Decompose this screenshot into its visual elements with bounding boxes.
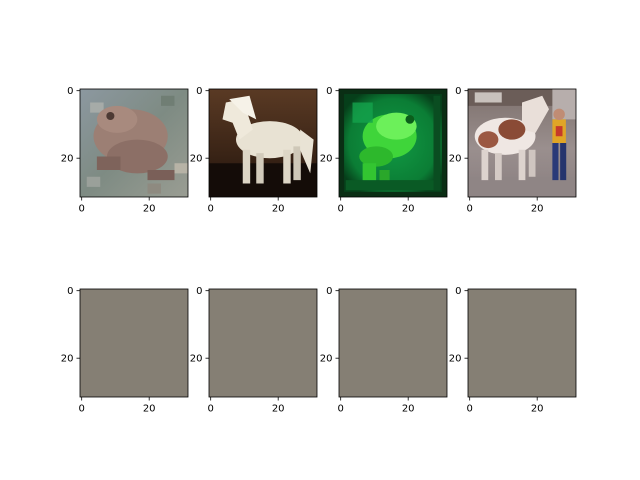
panel-image-r1-c3 [468, 289, 576, 397]
subplot-r0-c1: 0 20 0 20 [190, 86, 318, 215]
axes-frame [79, 88, 189, 198]
panel-image-r1-c2 [339, 289, 447, 397]
x-tick-label: 20 [531, 404, 544, 415]
subplot-r1-c3: 0 20 0 20 [449, 286, 577, 415]
x-tick-label: 0 [208, 404, 214, 415]
x-tick-label: 0 [79, 204, 85, 215]
x-tick-label: 20 [272, 404, 285, 415]
x-tick-label: 20 [531, 204, 544, 215]
axes-frame [79, 288, 189, 398]
y-tick-label: 0 [196, 86, 202, 97]
subplot-r0-c3: 0 20 0 20 [449, 86, 577, 215]
axes-frame [467, 88, 577, 198]
x-tick-label: 0 [338, 204, 344, 215]
y-tick-label: 0 [455, 286, 461, 297]
panel-image-r0-c2 [339, 89, 447, 197]
panel-image-r0-c1 [209, 89, 317, 197]
x-tick-label: 0 [467, 404, 473, 415]
x-tick-label: 0 [208, 204, 214, 215]
y-tick-label: 20 [61, 354, 74, 365]
axes-frame [467, 288, 577, 398]
x-tick-label: 20 [402, 404, 415, 415]
y-tick-label: 0 [455, 86, 461, 97]
x-tick-label: 0 [79, 404, 85, 415]
y-tick-label: 20 [190, 354, 203, 365]
y-tick-label: 20 [320, 154, 333, 165]
y-tick-label: 20 [61, 154, 74, 165]
panel-image-r1-c1 [209, 289, 317, 397]
y-tick-label: 0 [67, 86, 73, 97]
x-tick-label: 20 [143, 204, 156, 215]
y-tick-label: 0 [67, 286, 73, 297]
panel-image-r0-c3 [468, 89, 576, 197]
y-tick-label: 20 [449, 154, 462, 165]
subplot-r1-c2: 0 20 0 20 [320, 286, 448, 415]
x-tick-label: 0 [467, 204, 473, 215]
x-tick-label: 20 [272, 204, 285, 215]
subplot-r0-c0: 0 20 0 20 [61, 86, 189, 215]
x-tick-label: 20 [143, 404, 156, 415]
subplot-r0-c2: 0 20 0 20 [320, 86, 448, 215]
x-tick-label: 0 [338, 404, 344, 415]
subplot-r1-c1: 0 20 0 20 [190, 286, 318, 415]
axes-frame [338, 288, 448, 398]
panel-image-r0-c0 [80, 89, 188, 197]
y-tick-label: 20 [449, 354, 462, 365]
x-tick-label: 20 [402, 204, 415, 215]
axes-frame [208, 288, 318, 398]
subplot-r1-c0: 0 20 0 20 [61, 286, 189, 415]
y-tick-label: 20 [190, 154, 203, 165]
panel-image-r1-c0 [80, 289, 188, 397]
axes-frame [208, 88, 318, 198]
y-tick-label: 20 [320, 354, 333, 365]
y-tick-label: 0 [326, 86, 332, 97]
y-tick-label: 0 [196, 286, 202, 297]
axes-frame [338, 88, 448, 198]
y-tick-label: 0 [326, 286, 332, 297]
